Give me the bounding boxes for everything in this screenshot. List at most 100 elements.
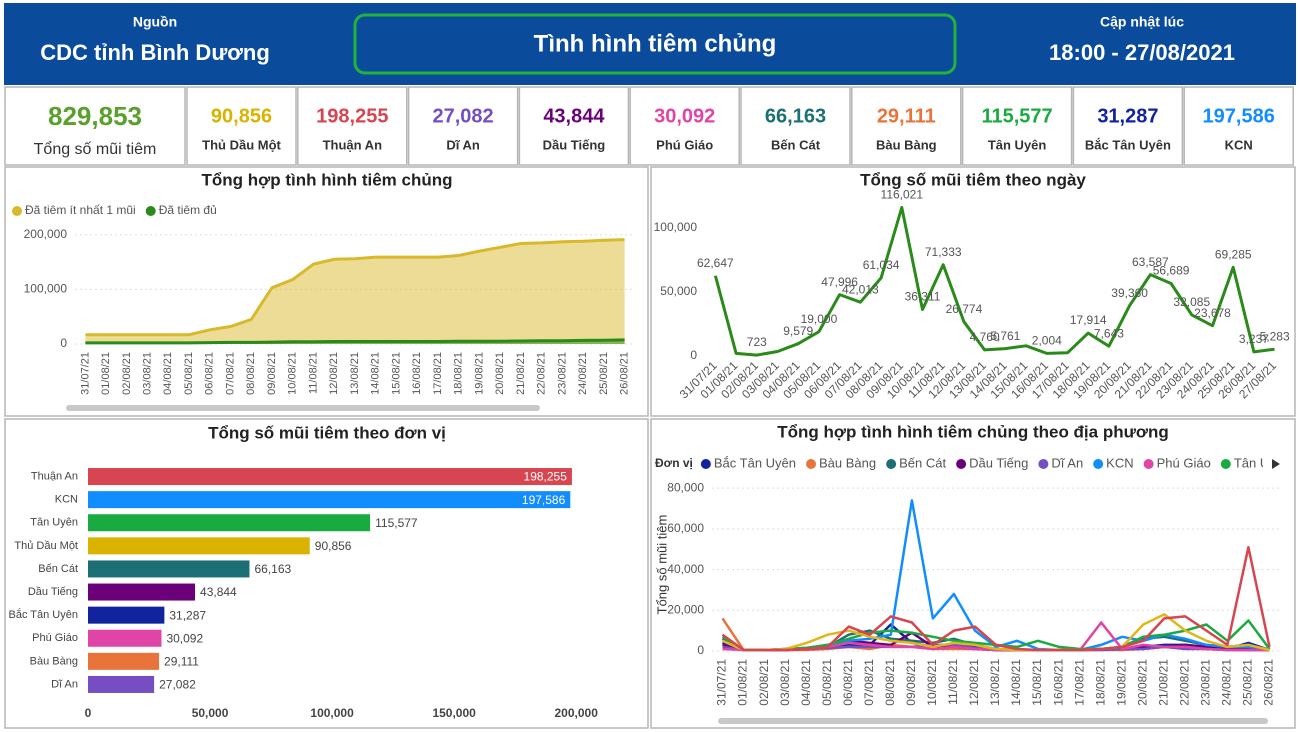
y-tick-label: Phú Giáo [32, 632, 78, 644]
legend-marker [12, 206, 22, 216]
bar [88, 468, 572, 486]
kpi-label: Phú Giáo [656, 137, 713, 152]
x-tick-label: 20/08/21 [494, 352, 506, 395]
x-tick-label: 16/08/21 [411, 352, 423, 395]
x-tick-label: 06/08/21 [841, 659, 855, 706]
x-tick-label: 23/08/21 [556, 352, 568, 395]
kpi-label: Dầu Tiếng [543, 137, 606, 152]
data-label: 23,678 [1194, 306, 1231, 320]
kpi-value: 90,856 [211, 105, 272, 127]
x-tick-label: 100,000 [310, 706, 354, 720]
y-tick-label: KCN [55, 494, 78, 506]
kpi-card [4, 86, 186, 166]
x-tick-label: 15/08/21 [1030, 659, 1044, 706]
kpi-card [1183, 86, 1294, 166]
x-tick-label: 26/08/21 [619, 352, 631, 395]
kpi-label: KCN [1225, 137, 1253, 152]
source: CDC tỉnh Bình Dương [40, 40, 270, 65]
data-label: 116,021 [881, 188, 924, 202]
x-tick-label: 26/08/21 [1262, 659, 1276, 706]
data-label: 2,004 [1032, 334, 1062, 348]
chart-title: Tổng hợp tình hình tiêm chủng theo địa p… [777, 422, 1169, 441]
bar [88, 491, 571, 509]
legend-marker [956, 459, 967, 469]
x-tick-label: 17/08/21 [432, 352, 444, 395]
legend-label: Đã tiêm đủ [159, 203, 217, 217]
data-label: 26,774 [946, 302, 983, 316]
x-tick-label: 22/08/21 [536, 352, 548, 395]
data-label: 31,287 [169, 608, 206, 622]
x-tick-label: 15/08/21 [390, 352, 402, 395]
data-label: 4,760 [970, 330, 1000, 344]
x-tick-label: 12/08/21 [967, 659, 981, 706]
x-tick-label: 23/08/21 [1199, 659, 1213, 706]
x-tick-label: 11/08/21 [307, 352, 319, 394]
x-tick-label: 21/08/21 [1156, 659, 1170, 706]
legend-label: Phú Giáo [1157, 455, 1211, 470]
kpi-value: 66,163 [765, 105, 826, 127]
legend-marker [700, 459, 711, 469]
legend-marker [145, 206, 156, 216]
kpi-card [186, 86, 297, 166]
data-label: 32,085 [1173, 295, 1210, 309]
legend-label: Bắc Tân Uyên [714, 455, 796, 470]
y-tick-label: Dầu Tiếng [28, 586, 78, 598]
x-tick-label: 05/08/21 [183, 352, 195, 395]
bar [88, 583, 196, 601]
x-tick-label: 04/08/21 [799, 659, 813, 706]
legend-label: Tân Uyên [1234, 455, 1290, 470]
panel [650, 166, 1296, 417]
kpi-label: Thuận An [323, 137, 383, 152]
x-tick-label: 19/08/21 [473, 352, 485, 395]
kpi-label: Thủ Dầu Một [202, 137, 281, 152]
x-tick-label: 18/08/21 [453, 352, 465, 395]
x-tick-label: 25/08/21 [1241, 659, 1255, 706]
kpi-card [961, 86, 1073, 166]
x-tick-label: 03/08/21 [778, 659, 792, 706]
data-label: 3,237 [1239, 332, 1269, 346]
y-tick-label: Bàu Bàng [30, 655, 78, 667]
data-label: 197,586 [522, 493, 566, 507]
y-tick-label: 60,000 [667, 521, 704, 535]
x-tick-label: 01/08/21 [100, 352, 112, 395]
legend-label: Đã tiêm ít nhất 1 mũi [25, 203, 136, 217]
x-tick-label: 17/08/21 [1072, 659, 1086, 706]
line [85, 238, 625, 337]
kpi-label: Bàu Bàng [876, 137, 937, 152]
y-tick-label: 0 [690, 348, 697, 362]
x-tick-label: 08/08/21 [245, 352, 257, 395]
kpi-value: 43,844 [543, 105, 605, 127]
line [85, 338, 625, 345]
x-tick-label: 18/08/21 [1093, 659, 1107, 706]
data-label: 63,587 [1132, 255, 1169, 269]
y-tick-label: Thủ Dầu Một [14, 540, 78, 552]
scrollbar [66, 405, 540, 411]
y-tick-label: Bến Cát [38, 563, 78, 575]
bar [88, 629, 162, 647]
kpi-value: 115,577 [981, 105, 1052, 127]
x-tick-label: 09/08/21 [266, 352, 278, 395]
bar [88, 652, 160, 670]
y-tick-label: 80,000 [667, 480, 704, 494]
kpi-value: 27,082 [433, 105, 494, 127]
chart-title: Tổng hợp tình hình tiêm chủng [202, 170, 453, 189]
updated-label: Cập nhật lúc [1100, 14, 1184, 30]
y-tick-label: Bắc Tân Uyên [8, 608, 78, 621]
data-label: 7,643 [1094, 326, 1124, 340]
y-tick-label: 0 [697, 643, 704, 657]
kpi-card [629, 86, 740, 166]
y-axis-label: Tổng số mũi tiêm [654, 515, 669, 615]
x-tick-label: 05/08/21 [820, 659, 834, 706]
kpi-card [851, 86, 962, 166]
x-tick-label: 31/07/21 [715, 659, 729, 706]
x-tick-label: 14/08/21 [370, 352, 382, 395]
bar [88, 514, 371, 532]
scrollbar [718, 718, 1268, 724]
data-label: 39,360 [1111, 286, 1148, 300]
kpi-card [740, 86, 851, 166]
y-tick-label: Tân Uyên [30, 517, 78, 529]
chart-title: Tổng số mũi tiêm theo ngày [860, 170, 1086, 189]
legend-label: Bến Cát [899, 455, 946, 470]
legend-label: Bàu Bàng [819, 455, 876, 470]
